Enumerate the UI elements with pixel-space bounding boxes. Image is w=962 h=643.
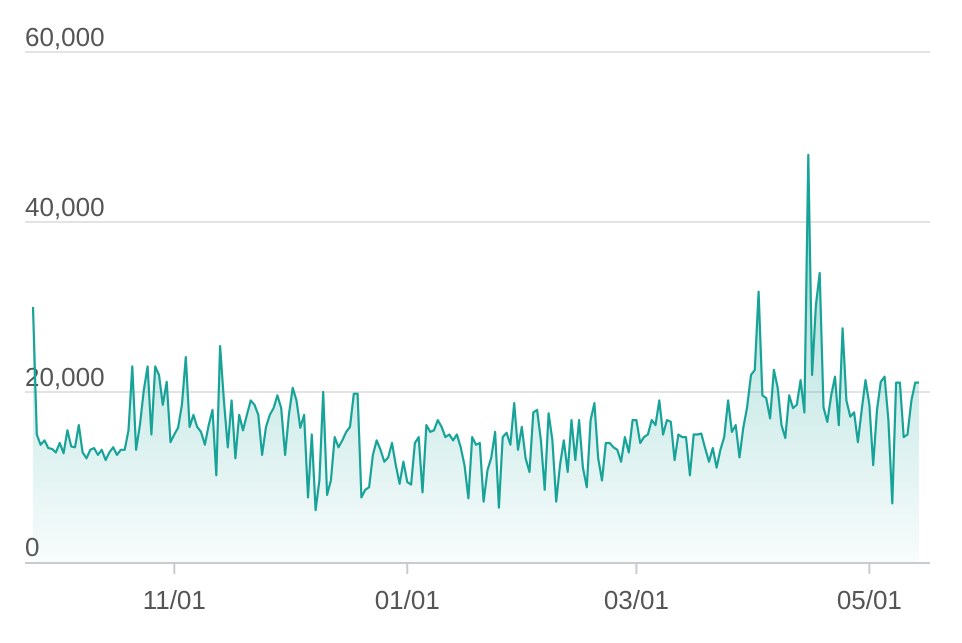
y-tick-label: 40,000 (25, 192, 105, 222)
y-tick-label: 20,000 (25, 362, 105, 392)
x-tick-label: 01/01 (375, 585, 440, 615)
line (31, 153, 919, 512)
area (33, 154, 919, 562)
x-tick-label: 11/01 (143, 585, 206, 615)
y-tick-label: 60,000 (25, 22, 105, 52)
x-tick-label: 03/01 (604, 585, 669, 615)
x-tick-label: 05/01 (837, 585, 902, 615)
